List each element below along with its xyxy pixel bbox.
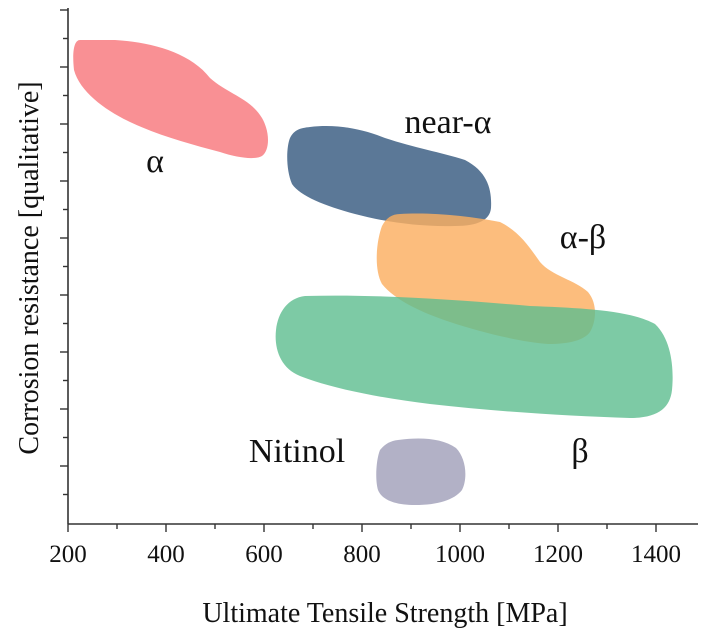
- region-alpha: [73, 40, 268, 159]
- region-label-beta: β: [571, 433, 588, 470]
- y-axis-title: Corrosion resistance [qualitative]: [14, 81, 45, 454]
- x-axis-title: Ultimate Tensile Strength [MPa]: [202, 598, 567, 629]
- x-tick-label: 400: [147, 541, 185, 568]
- region-label-near-alpha: near-α: [405, 104, 492, 141]
- region-nitinol: [376, 438, 466, 505]
- region-label-nitinol: Nitinol: [249, 433, 345, 470]
- x-tick-label: 1400: [631, 541, 681, 568]
- x-tick-label: 600: [245, 541, 283, 568]
- region-beta: [275, 295, 673, 418]
- x-axis-ticks: 200 400 600 800 1000 1200 1400: [49, 524, 681, 568]
- x-tick-label: 200: [49, 541, 87, 568]
- region-label-alpha-beta: α-β: [560, 219, 606, 256]
- region-near-alpha: [287, 126, 492, 227]
- x-tick-label: 1200: [533, 541, 583, 568]
- x-tick-label: 1000: [435, 541, 485, 568]
- x-tick-label: 800: [343, 541, 381, 568]
- y-axis-ticks: [60, 9, 68, 496]
- region-label-alpha: α: [146, 143, 164, 180]
